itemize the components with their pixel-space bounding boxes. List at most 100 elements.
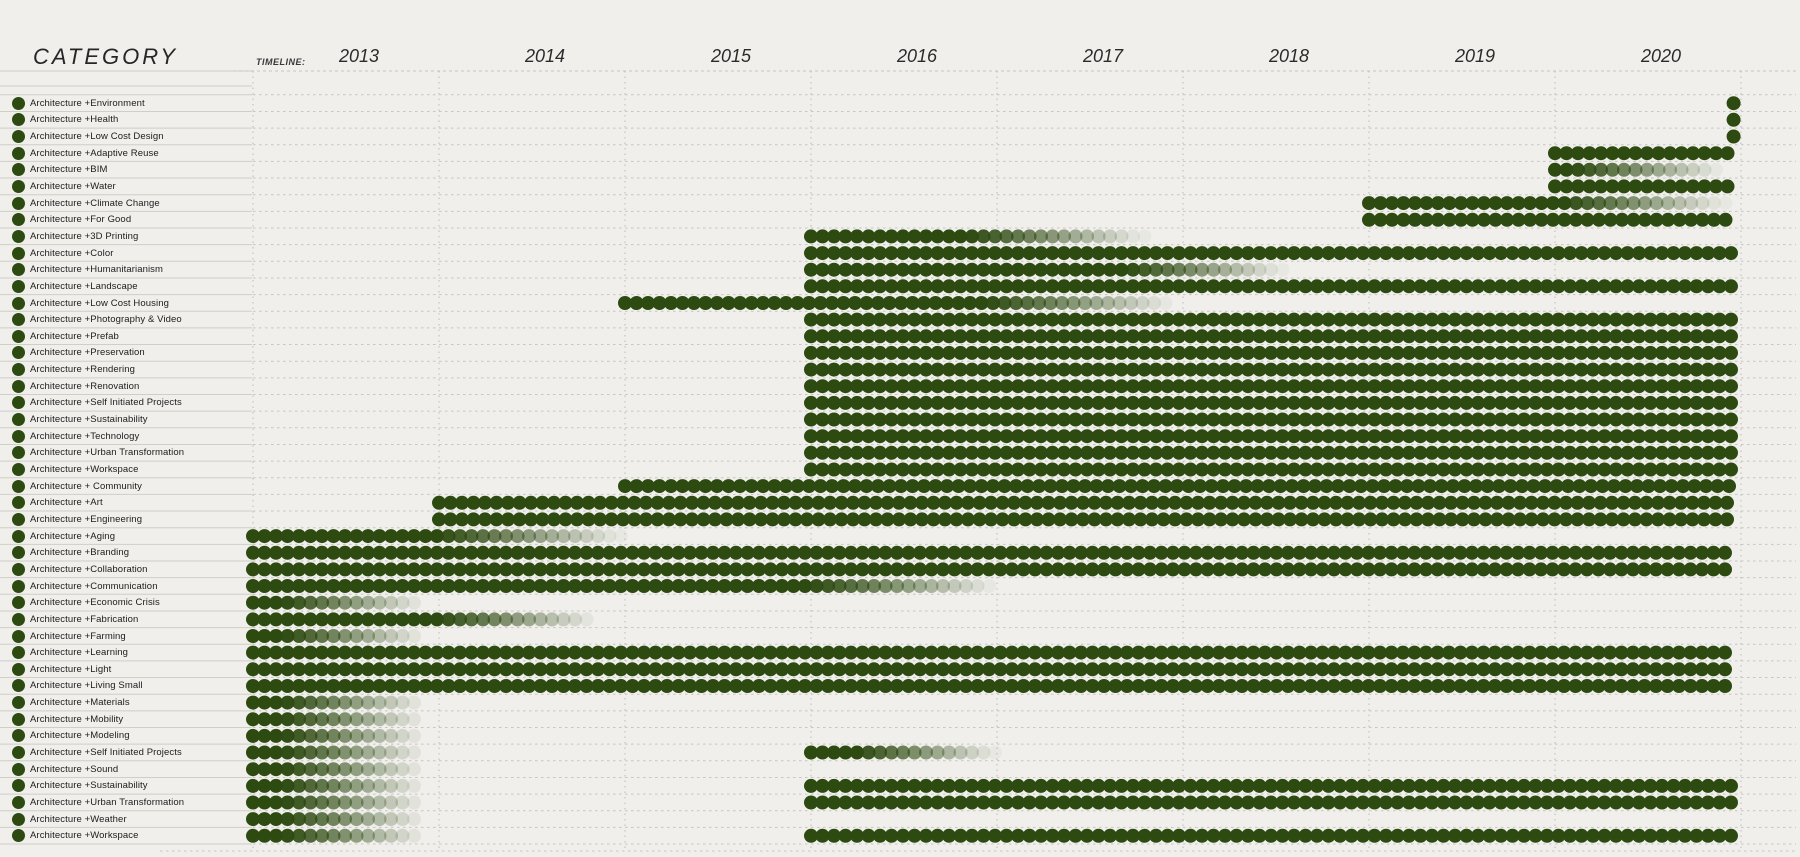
timeline-dot bbox=[280, 595, 295, 610]
timeline-dot bbox=[710, 296, 724, 310]
timeline-dot bbox=[907, 395, 922, 410]
timeline-dot bbox=[1367, 362, 1382, 377]
timeline-dot bbox=[568, 662, 582, 677]
timeline-dot bbox=[1114, 412, 1129, 427]
timeline-dot bbox=[1471, 329, 1485, 344]
timeline-dot bbox=[1574, 462, 1589, 477]
timeline-dot bbox=[671, 579, 686, 593]
timeline-dot bbox=[455, 512, 469, 527]
timeline-dot bbox=[246, 612, 260, 627]
timeline-dot bbox=[947, 645, 962, 660]
timeline-dot bbox=[1041, 512, 1056, 527]
timeline-dot bbox=[349, 778, 364, 793]
timeline-dot bbox=[1034, 429, 1048, 444]
timeline-dot bbox=[1697, 146, 1712, 161]
timeline-dot bbox=[372, 778, 387, 793]
timeline-dot bbox=[1195, 429, 1209, 444]
timeline-dot bbox=[1149, 262, 1163, 277]
timeline-dot bbox=[637, 645, 651, 660]
timeline-dot bbox=[269, 795, 283, 810]
timeline-dot bbox=[1632, 445, 1646, 460]
timeline-dot bbox=[1379, 412, 1393, 427]
timeline-dot bbox=[1149, 462, 1163, 477]
timeline-dot bbox=[1563, 412, 1577, 427]
timeline-dot bbox=[930, 362, 945, 377]
timeline-dot bbox=[1620, 828, 1635, 843]
timeline-dot bbox=[568, 679, 582, 693]
timeline-dot bbox=[1385, 212, 1399, 227]
timeline-dot bbox=[1586, 462, 1600, 477]
timeline-dot bbox=[326, 695, 341, 710]
timeline-dot bbox=[361, 695, 375, 710]
category-label: Architecture + Community bbox=[30, 480, 142, 492]
timeline-dot bbox=[1285, 479, 1299, 494]
timeline-dot bbox=[1298, 795, 1313, 810]
category-label: Architecture +Workspace bbox=[30, 464, 139, 475]
timeline-dot bbox=[1149, 312, 1163, 327]
timeline-dot bbox=[804, 229, 818, 244]
timeline-dot bbox=[1706, 662, 1721, 677]
timeline-dot bbox=[1712, 362, 1727, 377]
timeline-dot bbox=[1632, 246, 1646, 261]
timeline-dot bbox=[1425, 828, 1439, 843]
timeline-dot bbox=[809, 645, 824, 660]
timeline-dot bbox=[269, 645, 283, 660]
timeline-dot bbox=[1137, 229, 1152, 244]
timeline-dot bbox=[1143, 545, 1157, 560]
timeline-dot bbox=[1678, 412, 1692, 427]
timeline-dot bbox=[1442, 662, 1456, 677]
timeline-dot bbox=[1156, 512, 1171, 527]
timeline-dot bbox=[1076, 495, 1090, 510]
timeline-dot bbox=[1022, 828, 1037, 843]
timeline-dot bbox=[1490, 512, 1504, 527]
timeline-dot bbox=[1701, 395, 1715, 410]
timeline-dot bbox=[1666, 329, 1681, 344]
timeline-dot bbox=[976, 312, 991, 327]
timeline-dot bbox=[1362, 196, 1376, 211]
timeline-dot bbox=[1292, 662, 1307, 677]
timeline-dot bbox=[1425, 412, 1439, 427]
timeline-dot bbox=[1034, 362, 1048, 377]
timeline-dot bbox=[1193, 479, 1207, 494]
timeline-dot bbox=[303, 662, 318, 677]
timeline-dot bbox=[1333, 362, 1347, 377]
timeline-dot bbox=[930, 329, 945, 344]
timeline-dot bbox=[1396, 562, 1410, 577]
timeline-dot bbox=[965, 329, 979, 344]
timeline-dot bbox=[1032, 479, 1046, 494]
timeline-dot bbox=[896, 828, 910, 843]
timeline-dot bbox=[1425, 345, 1439, 360]
timeline-dot bbox=[1114, 262, 1129, 277]
timeline-dot bbox=[786, 545, 801, 560]
timeline-dot bbox=[522, 645, 536, 660]
timeline-dot bbox=[269, 712, 283, 727]
timeline-dot bbox=[1097, 645, 1111, 660]
timeline-dot bbox=[1218, 329, 1232, 344]
timeline-dot bbox=[947, 562, 962, 577]
timeline-dot bbox=[1011, 362, 1025, 377]
timeline-dot bbox=[1643, 412, 1658, 427]
timeline-dot bbox=[1603, 196, 1618, 211]
timeline-dot bbox=[965, 778, 979, 793]
timeline-dot bbox=[1580, 212, 1595, 227]
timeline-dot bbox=[338, 679, 352, 693]
timeline-dot bbox=[815, 345, 830, 360]
timeline-dot bbox=[1396, 212, 1411, 227]
timeline-dot bbox=[1499, 645, 1514, 660]
timeline-dot bbox=[648, 579, 663, 593]
timeline-dot bbox=[1189, 645, 1203, 660]
timeline-dot bbox=[499, 679, 513, 693]
timeline-dot bbox=[257, 629, 272, 643]
timeline-dot bbox=[861, 795, 876, 810]
timeline-dot bbox=[1045, 262, 1060, 277]
timeline-dot bbox=[936, 645, 950, 660]
timeline-dot bbox=[1442, 679, 1456, 693]
timeline-dot bbox=[1494, 462, 1508, 477]
timeline-dot bbox=[756, 296, 770, 310]
timeline-dot bbox=[878, 662, 893, 677]
timeline-dot bbox=[499, 612, 513, 627]
timeline-dot bbox=[1591, 545, 1606, 560]
timeline-dot bbox=[1034, 462, 1048, 477]
timeline-dot bbox=[844, 579, 858, 593]
timeline-dot bbox=[779, 296, 793, 310]
